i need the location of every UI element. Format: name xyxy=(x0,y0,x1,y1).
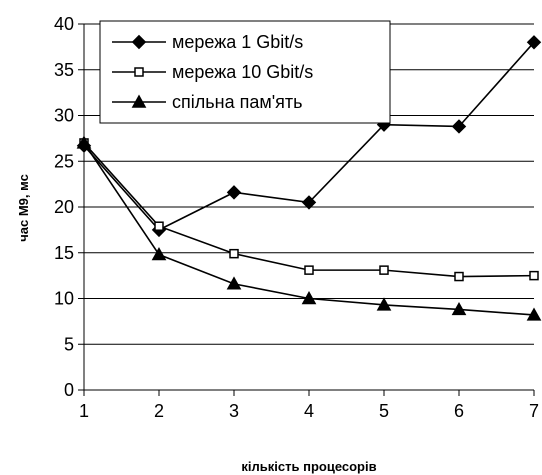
legend-label: мережа 1 Gbit/s xyxy=(172,32,303,52)
y-tick-label: 30 xyxy=(54,106,74,126)
legend-marker xyxy=(134,67,144,77)
y-tick-label: 35 xyxy=(54,60,74,80)
x-tick-label: 4 xyxy=(304,401,314,421)
data-point xyxy=(226,276,242,290)
legend-marker xyxy=(131,34,147,50)
data-point xyxy=(379,265,389,275)
x-tick-labels: 1 2 3 4 5 6 7 xyxy=(79,401,539,421)
x-tick-label: 3 xyxy=(229,401,239,421)
y-tick-label: 5 xyxy=(64,334,74,354)
data-point xyxy=(451,119,467,134)
data-point xyxy=(376,297,392,311)
x-axis-title: кількість процесорів xyxy=(241,459,376,474)
legend: мережа 1 Gbit/s мережа 10 Gbit/s спільна п… xyxy=(99,20,391,124)
data-point xyxy=(301,290,317,305)
series-3 xyxy=(76,135,542,321)
data-point xyxy=(76,135,92,149)
data-point xyxy=(154,221,164,231)
y-tick-label: 25 xyxy=(54,151,74,171)
axes xyxy=(78,23,535,396)
data-point xyxy=(529,270,539,281)
x-tick-label: 6 xyxy=(454,401,464,421)
legend-label: спільна пам'ять xyxy=(172,92,303,112)
x-tick-label: 1 xyxy=(79,401,89,421)
data-point xyxy=(526,35,542,50)
data-point xyxy=(454,271,464,282)
data-point xyxy=(229,248,239,259)
legend-marker xyxy=(131,94,147,108)
x-tick-label: 7 xyxy=(529,401,539,421)
y-tick-label: 40 xyxy=(54,14,74,34)
series-group xyxy=(76,35,542,321)
data-point xyxy=(304,265,314,275)
y-tick-label: 15 xyxy=(54,243,74,263)
series-line xyxy=(83,142,535,316)
legend-label: мережа 10 Gbit/s xyxy=(172,62,313,82)
y-tick-label: 0 xyxy=(64,380,74,400)
x-tick-label: 5 xyxy=(379,401,389,421)
series-line xyxy=(83,142,535,278)
y-tick-labels: 0 5 10 15 20 25 30 35 40 xyxy=(54,14,74,400)
data-point xyxy=(151,247,167,261)
data-point xyxy=(451,301,467,316)
series-2 xyxy=(79,138,539,282)
data-point xyxy=(301,195,317,210)
y-axis-title: час М9, мс xyxy=(16,174,31,242)
y-tick-label: 10 xyxy=(54,289,74,309)
data-point xyxy=(226,185,242,200)
x-tick-label: 2 xyxy=(154,401,164,421)
y-tick-label: 20 xyxy=(54,197,74,217)
data-point xyxy=(526,307,542,321)
